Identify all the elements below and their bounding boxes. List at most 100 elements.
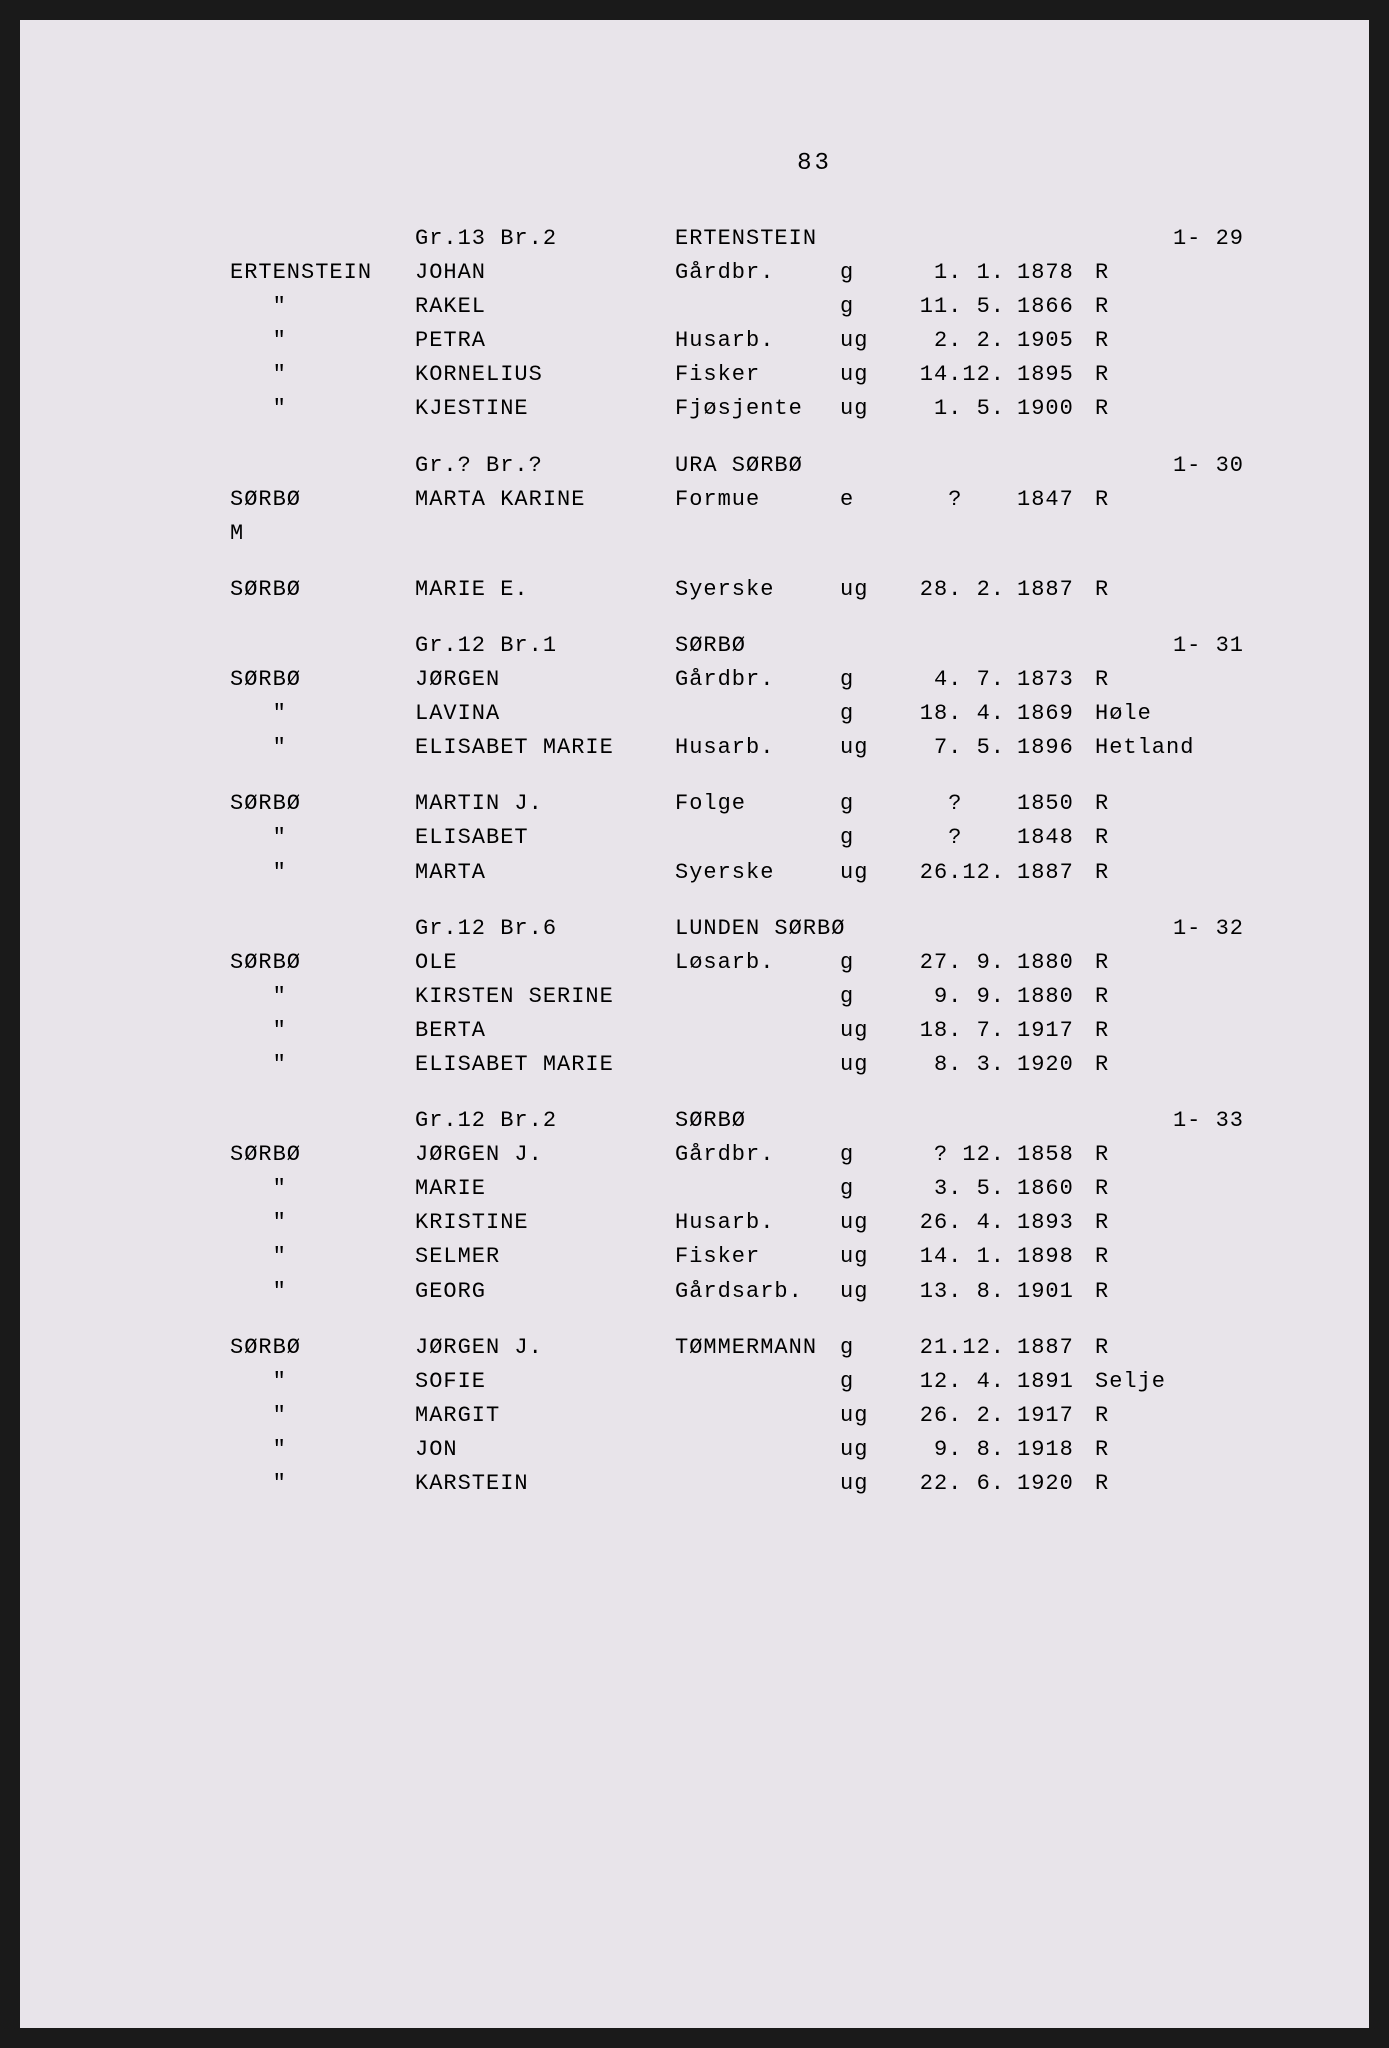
cell-occupation: Husarb. (675, 1206, 840, 1240)
cell-year: 1866 (1005, 290, 1085, 324)
cell-year: 1858 (1005, 1138, 1085, 1172)
cell-place: R (1085, 1433, 1109, 1467)
table-row: "SELMERFiskerug14. 1.1898R (230, 1240, 1249, 1274)
cell-place: R (1085, 392, 1109, 426)
cell-year: 1860 (1005, 1172, 1085, 1206)
cell-surname: " (230, 290, 415, 324)
cell-name: MARGIT (415, 1399, 675, 1433)
cell-surname: M (230, 517, 415, 551)
cell-occupation: Husarb. (675, 731, 840, 765)
cell-place: R (1085, 324, 1109, 358)
cell-surname: " (230, 392, 415, 426)
cell-status: g (840, 821, 890, 855)
cell-occupation: Gårdbr. (675, 663, 840, 697)
cell-place: R (1085, 1014, 1109, 1048)
cell-place: R (1085, 573, 1109, 607)
cell-status: g (840, 1331, 890, 1365)
cell-occupation: Gårdbr. (675, 1138, 840, 1172)
cell-year: 1848 (1005, 821, 1085, 855)
cell-status: e (840, 483, 890, 517)
header-grbr: Gr.12 Br.1 (415, 629, 675, 663)
table-row: "SOFIEg12. 4.1891Selje (230, 1365, 1249, 1399)
header-ref: 1- 31 (1173, 629, 1249, 663)
cell-status: ug (840, 731, 890, 765)
cell-status: ug (840, 1467, 890, 1501)
cell-status: ug (840, 358, 890, 392)
cell-place: R (1085, 821, 1109, 855)
cell-name: JON (415, 1433, 675, 1467)
cell-status: g (840, 1172, 890, 1206)
cell-date: 18. 7. (890, 1014, 1005, 1048)
cell-place: R (1085, 1467, 1109, 1501)
table-row: "RAKELg11. 5.1866R (230, 290, 1249, 324)
cell-occupation: Gårdsarb. (675, 1275, 840, 1309)
cell-date: 14.12. (890, 358, 1005, 392)
cell-surname: " (230, 980, 415, 1014)
header-ref: 1- 30 (1173, 449, 1249, 483)
header-ref: 1- 33 (1173, 1104, 1249, 1138)
cell-date: ? (890, 821, 1005, 855)
cell-status: ug (840, 856, 890, 890)
cell-surname: " (230, 856, 415, 890)
cell-occupation (675, 1467, 840, 1501)
cell-surname: SØRBØ (230, 483, 415, 517)
cell-status: ug (840, 1240, 890, 1274)
header-grbr: Gr.13 Br.2 (415, 222, 675, 256)
cell-occupation: TØMMERMANN (675, 1331, 840, 1365)
document-page: 83 Gr.13 Br.2ERTENSTEIN1- 29ERTENSTEINJO… (20, 20, 1369, 2028)
cell-surname: " (230, 1206, 415, 1240)
cell-surname: " (230, 1172, 415, 1206)
header-place: ERTENSTEIN (675, 222, 1173, 256)
cell-occupation: Syerske (675, 573, 840, 607)
cell-occupation (675, 821, 840, 855)
table-row: M (230, 517, 1249, 551)
cell-date: 4. 7. (890, 663, 1005, 697)
header-ref: 1- 32 (1173, 912, 1249, 946)
table-row: "ELISABETg? 1848R (230, 821, 1249, 855)
cell-year (1005, 517, 1085, 551)
cell-date: 22. 6. (890, 1467, 1005, 1501)
cell-status: ug (840, 1275, 890, 1309)
cell-date: 28. 2. (890, 573, 1005, 607)
cell-year: 1920 (1005, 1048, 1085, 1082)
cell-surname: " (230, 1048, 415, 1082)
cell-date: 12. 4. (890, 1365, 1005, 1399)
cell-year: 1869 (1005, 697, 1085, 731)
cell-place: R (1085, 256, 1109, 290)
cell-occupation (675, 517, 840, 551)
cell-place: Selje (1085, 1365, 1166, 1399)
cell-status: ug (840, 1014, 890, 1048)
cell-name: LAVINA (415, 697, 675, 731)
cell-place: R (1085, 483, 1109, 517)
cell-occupation (675, 1399, 840, 1433)
cell-place: R (1085, 946, 1109, 980)
cell-surname: SØRBØ (230, 573, 415, 607)
cell-name: MARIE E. (415, 573, 675, 607)
page-number: 83 (380, 150, 1249, 177)
cell-date (890, 517, 1005, 551)
cell-status: ug (840, 392, 890, 426)
cell-date: ? (890, 787, 1005, 821)
cell-name: ELISABET MARIE (415, 1048, 675, 1082)
cell-name: KORNELIUS (415, 358, 675, 392)
cell-status: ug (840, 1399, 890, 1433)
census-table: Gr.13 Br.2ERTENSTEIN1- 29ERTENSTEINJOHAN… (230, 222, 1249, 1501)
cell-surname: SØRBØ (230, 1331, 415, 1365)
cell-surname: SØRBØ (230, 1138, 415, 1172)
cell-surname: " (230, 324, 415, 358)
section-header: Gr.12 Br.1SØRBØ1- 31 (230, 629, 1249, 663)
cell-year: 1900 (1005, 392, 1085, 426)
cell-name: SELMER (415, 1240, 675, 1274)
cell-year: 1901 (1005, 1275, 1085, 1309)
cell-name: ELISABET (415, 821, 675, 855)
cell-occupation: Gårdbr. (675, 256, 840, 290)
cell-date: 21.12. (890, 1331, 1005, 1365)
cell-date: 27. 9. (890, 946, 1005, 980)
table-row: "MARGITug26. 2.1917R (230, 1399, 1249, 1433)
cell-name: JØRGEN (415, 663, 675, 697)
table-row: "KRISTINEHusarb.ug26. 4.1893R (230, 1206, 1249, 1240)
cell-status: g (840, 980, 890, 1014)
cell-place: R (1085, 1331, 1109, 1365)
cell-year: 1850 (1005, 787, 1085, 821)
cell-place: R (1085, 1206, 1109, 1240)
